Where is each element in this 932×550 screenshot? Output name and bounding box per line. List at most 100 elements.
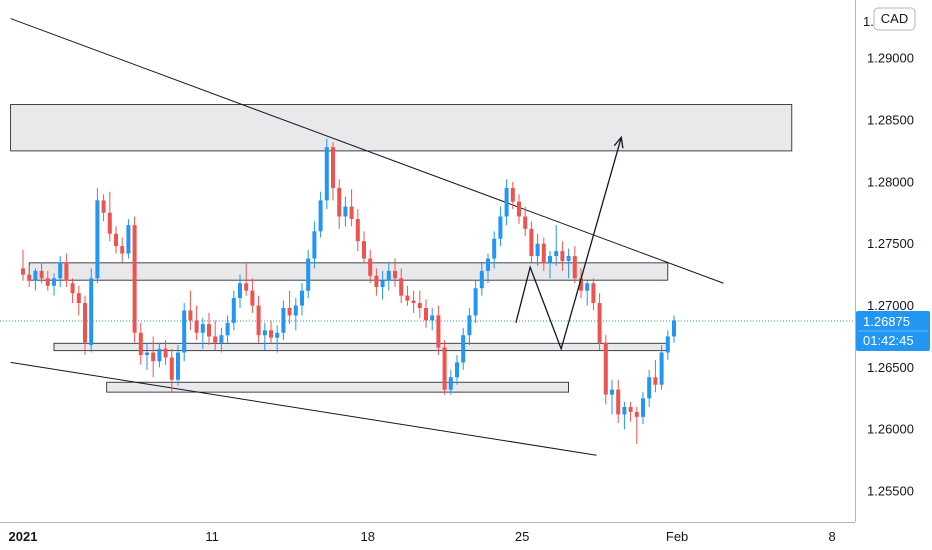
candle	[331, 142, 335, 201]
candle-body	[114, 233, 118, 247]
candle-body	[107, 212, 112, 234]
candle	[188, 290, 193, 331]
price-axis[interactable]: 1.25500 1.26000 1.26500 1.27000 1.27500 1.280…	[867, 51, 914, 499]
candle-body	[566, 256, 571, 261]
zone-4	[106, 381, 569, 393]
projection-line	[515, 137, 622, 351]
candle-body	[52, 278, 56, 286]
candle-body	[628, 406, 633, 412]
candle	[287, 290, 292, 325]
candle	[455, 355, 459, 385]
time-tick-label: 18	[360, 529, 374, 544]
candle-body	[355, 218, 360, 242]
candle-body	[83, 303, 87, 343]
candle	[529, 221, 534, 263]
candle-body	[120, 246, 125, 254]
candle-body	[176, 352, 180, 380]
candle-body	[393, 270, 397, 279]
candle	[275, 325, 280, 353]
candle	[269, 320, 273, 343]
candle	[52, 273, 56, 296]
time-tick-label: 8	[828, 529, 835, 544]
candle	[610, 379, 614, 415]
candle	[585, 280, 590, 306]
candle-body	[33, 270, 38, 281]
candle	[151, 336, 156, 378]
candle	[393, 258, 397, 287]
candle	[535, 233, 540, 266]
candle	[492, 231, 497, 269]
candle	[560, 241, 565, 271]
candle-body	[622, 406, 627, 415]
candles	[21, 138, 676, 445]
candle	[225, 315, 230, 343]
candle-body	[523, 216, 528, 229]
currency-badge[interactable]: CAD	[873, 7, 916, 31]
candle-body	[411, 300, 416, 304]
candle	[337, 179, 342, 229]
candle	[120, 237, 125, 263]
candle	[566, 248, 571, 279]
bar-countdown: 01:42:45	[863, 333, 914, 348]
candle	[312, 221, 317, 269]
candle	[163, 340, 168, 365]
candle	[498, 206, 503, 247]
candle	[486, 253, 490, 284]
candle	[45, 270, 50, 291]
candle	[343, 196, 348, 227]
candle	[126, 218, 131, 259]
candle-body	[188, 310, 193, 321]
candle-body	[64, 262, 69, 281]
candle	[101, 194, 106, 222]
candle-body	[207, 324, 211, 337]
candle-body	[448, 377, 453, 390]
candle	[169, 348, 174, 393]
candle	[417, 290, 422, 318]
candle	[207, 312, 211, 346]
candle-body	[219, 335, 224, 343]
candle-body	[498, 216, 503, 239]
zone-1	[10, 104, 793, 152]
trendline-2	[10, 361, 597, 456]
candle-body	[182, 310, 187, 353]
candle	[231, 290, 236, 331]
candle-body	[585, 283, 590, 291]
candle	[70, 278, 75, 304]
candle-body	[95, 200, 100, 279]
candle	[430, 308, 435, 331]
candle	[64, 253, 69, 287]
candle	[554, 225, 559, 266]
candle-body	[672, 320, 676, 337]
time-axis[interactable]: 2021 11 18 25 Feb 8	[9, 529, 836, 544]
time-tick-label: Feb	[666, 529, 688, 544]
candle	[467, 308, 472, 346]
candle-body	[269, 330, 273, 338]
candle	[176, 345, 180, 386]
price-tick-label: 1.27500	[867, 236, 914, 251]
candle	[479, 263, 484, 296]
candle-body	[138, 332, 143, 356]
candle	[132, 216, 137, 343]
candle-body	[455, 362, 459, 378]
candle-body	[157, 348, 162, 362]
price-tick-label: 1.26500	[867, 360, 914, 375]
candle-body	[200, 324, 205, 333]
candle	[622, 402, 627, 430]
candle-body	[126, 225, 131, 254]
candle-body	[535, 243, 540, 257]
candle-body	[362, 241, 366, 259]
candle	[386, 263, 391, 291]
candle-body	[163, 348, 168, 358]
candle	[517, 194, 521, 224]
candle-body	[151, 352, 156, 362]
trendline-1	[10, 18, 724, 284]
candle-body	[486, 258, 490, 271]
candle	[523, 206, 528, 237]
candle	[76, 285, 81, 316]
candle-body	[337, 188, 342, 217]
candle	[591, 278, 596, 311]
projection-arrowhead	[613, 135, 624, 149]
candle	[641, 392, 645, 425]
candle-body	[616, 389, 621, 415]
